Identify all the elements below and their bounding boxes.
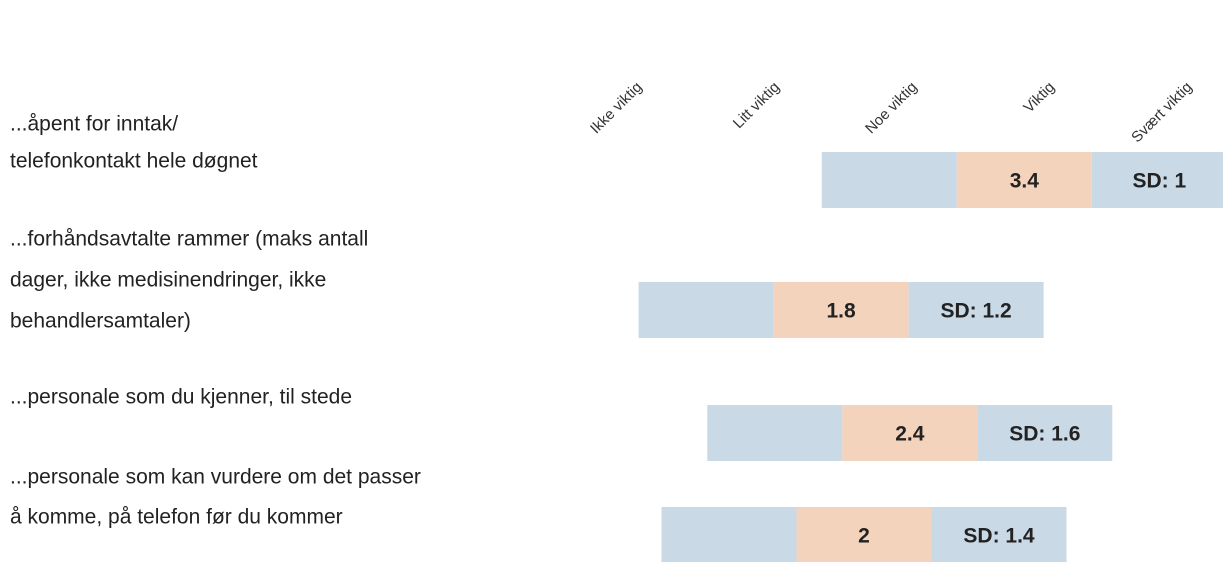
sd-bar-left [707,405,843,461]
mean-label: 1.8 [826,300,856,323]
sd-bar-right [931,507,1067,562]
sd-bar-left [638,282,774,338]
scale-label: Viktig [1020,79,1058,117]
row-label: ...forhåndsavtalte rammer (maks antall [10,228,368,251]
mean-label: 3.4 [1010,170,1040,193]
sd-bar-right [1091,152,1223,208]
mean-bar [956,152,1092,208]
sd-bar-left [661,507,797,562]
sd-bar-left [821,152,957,208]
mean-bar [842,405,978,461]
row-label: telefonkontakt hele døgnet [10,150,258,173]
mean-label: 2.4 [895,423,925,446]
row-label: ...personale som du kjenner, til stede [10,386,352,409]
sd-label: SD: 1 [1132,170,1186,193]
row-label: å komme, på telefon før du kommer [10,506,343,529]
mean-label: 2 [858,525,870,548]
sd-bar-right [908,282,1044,338]
scale-label: Ikke viktig [587,79,646,138]
mean-bar [773,282,909,338]
sd-label: SD: 1.2 [940,300,1011,323]
sd-label: SD: 1.4 [963,525,1035,548]
scale-label: Svært viktig [1128,79,1195,146]
row-label: ...personale som kan vurdere om det pass… [10,466,421,489]
scale-label: Litt viktig [730,79,783,132]
sd-label: SD: 1.6 [1009,423,1080,446]
row-label: dager, ikke medisinendringer, ikke [10,269,326,292]
row-label: behandlersamtaler) [10,310,191,333]
sd-bar-right [977,405,1113,461]
scale-label: Noe viktig [862,79,921,138]
mean-bar [796,507,932,562]
row-label: ...åpent for inntak/ [10,113,178,136]
